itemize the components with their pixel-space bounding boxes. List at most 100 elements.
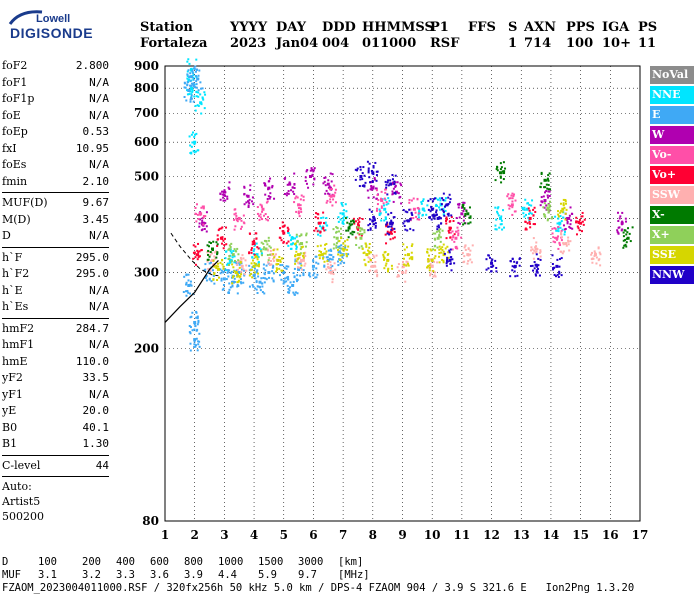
data-point — [536, 265, 539, 268]
data-point — [190, 93, 193, 96]
data-point — [249, 184, 252, 187]
digisonde-logo: Lowell DIGISONDE — [4, 8, 124, 44]
data-point — [231, 253, 235, 257]
data-point — [545, 204, 548, 207]
data-point — [531, 199, 534, 202]
data-point — [352, 217, 355, 220]
data-point — [216, 279, 219, 282]
data-point — [593, 253, 597, 257]
data-point — [432, 207, 435, 210]
data-point — [547, 218, 550, 221]
data-point — [254, 256, 257, 259]
data-point — [460, 236, 463, 239]
data-point — [230, 251, 233, 254]
data-point — [316, 273, 319, 276]
data-point — [444, 197, 447, 200]
data-point — [265, 278, 268, 281]
data-point — [256, 258, 259, 261]
data-point — [562, 242, 565, 245]
data-point — [622, 231, 625, 234]
data-point — [507, 204, 510, 207]
data-point — [442, 261, 445, 264]
data-point — [309, 275, 312, 278]
data-point — [388, 233, 391, 236]
data-point — [358, 227, 361, 230]
data-point — [287, 192, 290, 195]
data-point — [197, 343, 200, 346]
data-point — [189, 342, 192, 345]
data-point — [402, 222, 405, 225]
data-point — [402, 243, 405, 246]
data-point — [279, 260, 282, 263]
data-point — [391, 227, 394, 230]
data-point — [315, 267, 318, 270]
data-point — [578, 218, 581, 221]
data-point — [194, 109, 197, 112]
data-point — [445, 218, 448, 221]
data-point — [312, 259, 315, 262]
data-point — [591, 261, 594, 264]
data-point — [599, 253, 602, 256]
data-point — [440, 203, 443, 206]
data-point — [365, 245, 368, 248]
data-point — [269, 192, 272, 195]
param-row: h`Es N/A — [2, 299, 109, 316]
plot-frame — [164, 65, 641, 522]
data-point — [189, 84, 192, 87]
data-point — [251, 256, 254, 259]
data-point — [529, 211, 532, 214]
data-point — [400, 184, 403, 187]
data-point — [260, 248, 263, 251]
data-point — [332, 273, 335, 276]
data-point — [260, 250, 263, 253]
data-point — [372, 185, 375, 188]
data-point — [227, 291, 230, 294]
data-point — [209, 269, 212, 272]
data-point — [558, 265, 561, 268]
data-point — [543, 202, 546, 205]
data-point — [202, 98, 205, 101]
data-point — [581, 220, 584, 223]
data-point — [623, 244, 626, 247]
param-row: MUF(D) 9.67 — [2, 195, 109, 212]
data-point — [200, 112, 203, 115]
data-point — [621, 228, 624, 231]
data-point — [376, 203, 379, 206]
data-point — [457, 221, 460, 224]
data-point — [272, 257, 275, 260]
data-point — [261, 210, 264, 213]
data-point — [560, 274, 563, 277]
data-point — [189, 280, 192, 283]
data-point — [374, 265, 377, 268]
data-point — [438, 206, 441, 209]
data-point — [202, 224, 205, 227]
data-point — [195, 95, 198, 98]
data-point — [328, 257, 331, 260]
data-point — [230, 242, 233, 245]
data-point — [560, 209, 563, 212]
data-point — [297, 207, 300, 210]
footer-value: 1500 — [258, 556, 284, 568]
data-point — [446, 256, 449, 259]
data-point — [236, 292, 239, 295]
data-point — [299, 242, 302, 245]
data-point — [434, 204, 437, 207]
data-point — [563, 230, 566, 233]
param-row: h`F2 295.0 — [2, 266, 109, 283]
data-point — [296, 196, 299, 199]
data-point — [383, 219, 386, 222]
data-point — [193, 95, 196, 98]
data-point — [302, 259, 305, 262]
data-point — [248, 202, 251, 205]
data-point — [287, 244, 290, 247]
data-point — [189, 72, 192, 75]
data-point — [389, 182, 392, 185]
data-point — [391, 229, 394, 232]
data-point — [534, 245, 537, 248]
data-point — [412, 229, 415, 232]
data-point — [391, 267, 394, 270]
data-point — [392, 216, 395, 219]
data-point — [183, 86, 186, 89]
data-point — [530, 204, 533, 207]
data-point — [558, 272, 561, 275]
